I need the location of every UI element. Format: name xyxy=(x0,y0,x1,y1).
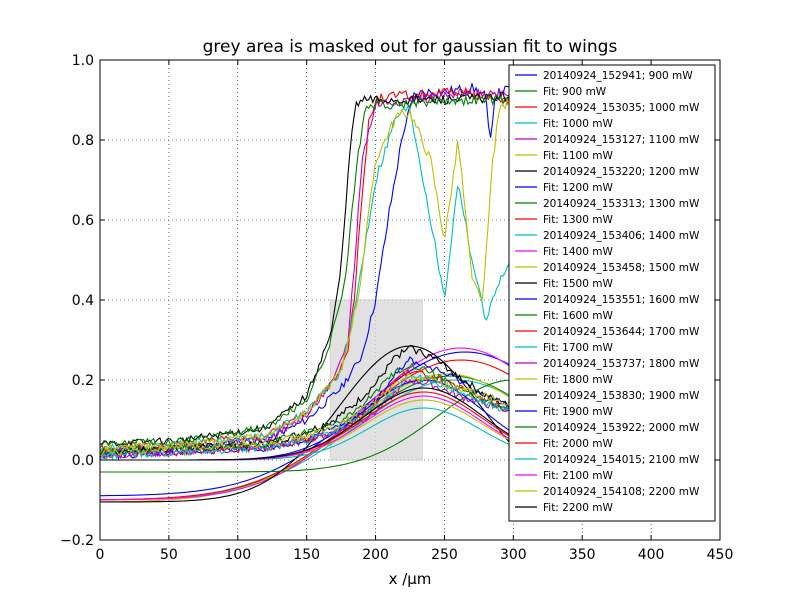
x-tick-label: 350 xyxy=(569,547,596,563)
legend-label: 20140924_153458; 1500 mW xyxy=(543,262,700,274)
y-tick-label: 1.0 xyxy=(72,53,94,69)
x-tick-label: 0 xyxy=(96,547,105,563)
legend-label: 20140924_153644; 1700 mW xyxy=(543,326,700,338)
legend-label: 20140924_153313; 1300 mW xyxy=(543,198,700,210)
legend-label: Fit: 1000 mW xyxy=(543,118,613,130)
legend-label: Fit: 2200 mW xyxy=(543,502,613,514)
legend-label: 20140924_153922; 2000 mW xyxy=(543,422,700,434)
x-tick-label: 50 xyxy=(160,547,178,563)
x-tick-label: 100 xyxy=(224,547,251,563)
legend-label: Fit: 1700 mW xyxy=(543,342,613,354)
data-trace xyxy=(99,374,514,461)
x-tick-label: 300 xyxy=(500,547,527,563)
legend-label: Fit: 2000 mW xyxy=(543,438,613,450)
data-trace xyxy=(99,91,514,448)
y-tick-label: 0.2 xyxy=(72,373,94,389)
series-layer xyxy=(99,83,514,503)
x-tick-label: 150 xyxy=(293,547,320,563)
legend-label: Fit: 1800 mW xyxy=(543,374,613,386)
legend-label: Fit: 1100 mW xyxy=(543,150,613,162)
fit-curve xyxy=(100,359,514,501)
legend-label: Fit: 1300 mW xyxy=(543,214,613,226)
y-tick-label: 0.6 xyxy=(72,213,94,229)
x-tick-label: 200 xyxy=(362,547,389,563)
x-axis-label: x /μm xyxy=(389,570,432,588)
legend-label: Fit: 1600 mW xyxy=(543,310,613,322)
legend-label: 20140924_153127; 1100 mW xyxy=(543,134,700,146)
y-tick-label: 0.8 xyxy=(72,133,94,149)
legend-label: 20140924_154015; 2100 mW xyxy=(543,454,700,466)
legend-label: Fit: 900 mW xyxy=(543,86,607,98)
y-tick-label: 0.4 xyxy=(72,293,94,309)
legend-label: 20140924_153830; 1900 mW xyxy=(543,390,700,402)
y-tick-label: 0.0 xyxy=(72,453,94,469)
fit-curve xyxy=(100,387,514,461)
chart-title: grey area is masked out for gaussian fit… xyxy=(203,37,618,57)
legend-label: 20140924_153220; 1200 mW xyxy=(543,166,700,178)
legend-label: Fit: 1500 mW xyxy=(543,278,613,290)
data-trace xyxy=(99,95,514,453)
x-tick-label: 400 xyxy=(638,547,665,563)
legend-label: 20140924_153737; 1800 mW xyxy=(543,358,700,370)
legend-label: 20140924_152941; 900 mW xyxy=(543,70,693,82)
legend-label: Fit: 1900 mW xyxy=(543,406,613,418)
legend-label: 20140924_154108; 2200 mW xyxy=(543,486,700,498)
x-tick-label: 450 xyxy=(707,547,734,563)
legend-label: 20140924_153551; 1600 mW xyxy=(543,294,700,306)
legend-label: Fit: 1400 mW xyxy=(543,246,613,258)
legend-label: 20140924_153035; 1000 mW xyxy=(543,102,700,114)
legend-label: Fit: 1200 mW xyxy=(543,182,613,194)
x-tick-label: 250 xyxy=(431,547,458,563)
tick-layer: 0 50 100 150 200 250 300 350 400 450 −0.2 0.0 0.2 0.4… xyxy=(60,53,733,563)
data-trace xyxy=(99,362,514,456)
data-trace xyxy=(99,373,514,457)
data-trace xyxy=(99,94,514,448)
legend-label: 20140924_153406; 1400 mW xyxy=(543,230,700,242)
legend-box xyxy=(508,64,716,522)
legend-label: Fit: 2100 mW xyxy=(543,470,613,482)
legend: 20140924_152941; 900 mW Fit: 900 mW 201409… xyxy=(508,64,716,522)
y-tick-label: −0.2 xyxy=(60,533,94,549)
fit-curve xyxy=(99,347,514,501)
